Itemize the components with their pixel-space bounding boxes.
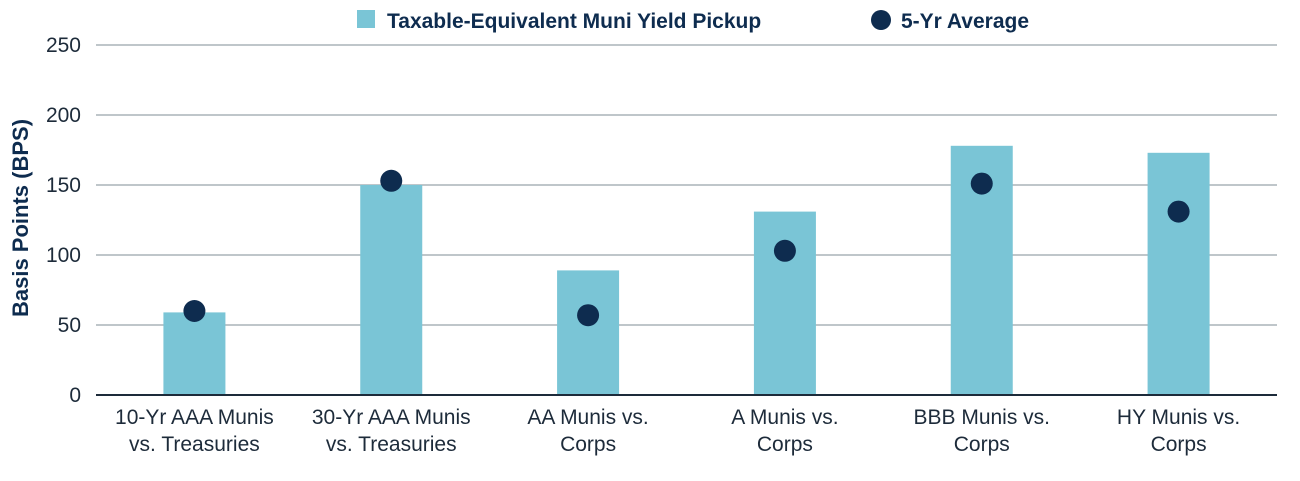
x-tick-label: A Munis vs.	[731, 406, 838, 429]
gridlines	[96, 44, 1277, 326]
x-tick-label: Corps	[560, 433, 616, 456]
bar	[753, 211, 816, 395]
x-tick-label: Corps	[757, 433, 813, 456]
bars	[163, 145, 1210, 395]
bar	[360, 185, 423, 395]
y-tick-label: 100	[46, 244, 81, 267]
x-tick-label: 30-Yr AAA Munis	[312, 406, 471, 429]
bar	[557, 270, 620, 395]
average-dot	[1167, 200, 1190, 223]
x-tick-label: AA Munis vs.	[527, 406, 648, 429]
x-tick-label: HY Munis vs.	[1117, 406, 1240, 429]
y-tick-label: 0	[69, 384, 81, 407]
average-dot	[183, 300, 206, 322]
y-tick-label: 250	[46, 34, 81, 57]
legend-bar-swatch	[357, 10, 375, 28]
x-axis-labels: 10-Yr AAA Munis vs. Treasuries 30-Yr AAA M…	[115, 406, 1240, 456]
y-axis-title: Basis Points (BPS)	[8, 119, 33, 317]
legend: Taxable-Equivalent Muni Yield Pickup 5-Y…	[357, 10, 1029, 33]
legend-bar-label: Taxable-Equivalent Muni Yield Pickup	[387, 10, 761, 33]
y-tick-label: 50	[58, 314, 81, 337]
x-tick-label: 10-Yr AAA Munis	[115, 406, 274, 429]
x-tick-label: Corps	[1151, 433, 1207, 456]
y-tick-label: 150	[46, 174, 81, 197]
average-dot	[577, 304, 600, 327]
x-tick-label: vs. Treasuries	[326, 433, 457, 456]
average-dots	[183, 169, 1190, 327]
bar	[163, 312, 226, 395]
bar	[1147, 152, 1210, 395]
x-tick-label: vs. Treasuries	[129, 433, 260, 456]
y-tick-label: 200	[46, 104, 81, 127]
average-dot	[970, 172, 993, 195]
legend-dot-swatch	[871, 10, 891, 30]
average-dot	[380, 169, 403, 192]
x-tick-label: Corps	[954, 433, 1010, 456]
legend-dot-label: 5-Yr Average	[901, 10, 1029, 33]
x-tick-label: BBB Munis vs.	[913, 406, 1050, 429]
average-dot	[773, 239, 796, 262]
y-axis-ticks: 0 50 100 150 200 250	[46, 34, 81, 407]
